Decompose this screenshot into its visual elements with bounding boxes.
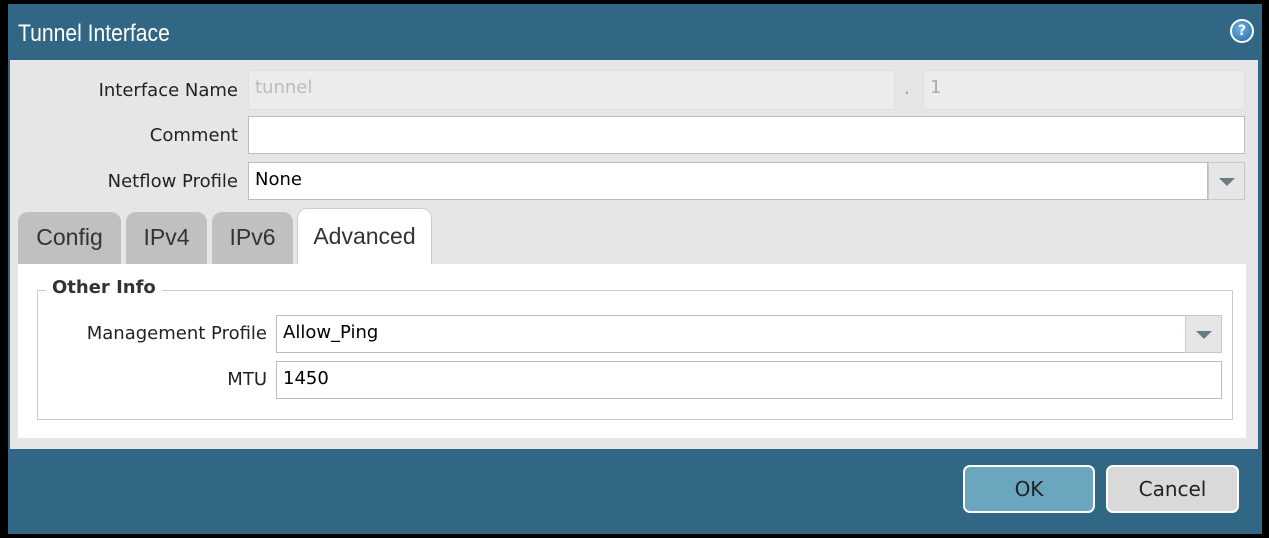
tunnel-interface-dialog: Tunnel Interface ? Interface Name tunnel… <box>8 4 1262 534</box>
dialog-content: Interface Name tunnel . 1 Comment Netflo… <box>10 60 1258 449</box>
interface-name-label: Interface Name <box>98 80 238 101</box>
mtu-label: MTU <box>227 369 267 390</box>
interface-number-input[interactable]: 1 <box>923 70 1245 110</box>
ok-button[interactable]: OK <box>963 465 1095 513</box>
netflow-label: Netflow Profile <box>107 171 238 192</box>
help-icon[interactable]: ? <box>1230 19 1254 43</box>
cancel-button[interactable]: Cancel <box>1106 465 1239 513</box>
tab-advanced[interactable]: Advanced <box>297 208 432 265</box>
comment-label: Comment <box>149 125 238 146</box>
comment-input[interactable] <box>248 116 1245 154</box>
chevron-down-icon[interactable] <box>1185 315 1222 353</box>
advanced-panel: Other Info Management Profile Allow_Ping… <box>18 264 1246 438</box>
tab-config[interactable]: Config <box>18 212 121 264</box>
interface-name-input: tunnel <box>248 70 895 110</box>
netflow-select[interactable]: None <box>248 162 1208 200</box>
mtu-input[interactable]: 1450 <box>276 361 1222 399</box>
management-profile-select[interactable]: Allow_Ping <box>276 315 1186 353</box>
chevron-down-icon[interactable] <box>1208 162 1245 200</box>
management-profile-label: Management Profile <box>86 323 267 344</box>
dialog-title: Tunnel Interface <box>18 20 170 47</box>
tab-ipv6[interactable]: IPv6 <box>212 212 293 264</box>
tab-ipv4[interactable]: IPv4 <box>126 212 207 264</box>
other-info-title: Other Info <box>46 277 162 298</box>
other-info-fieldset: Other Info Management Profile Allow_Ping… <box>37 277 1233 420</box>
interface-separator: . <box>904 78 910 99</box>
